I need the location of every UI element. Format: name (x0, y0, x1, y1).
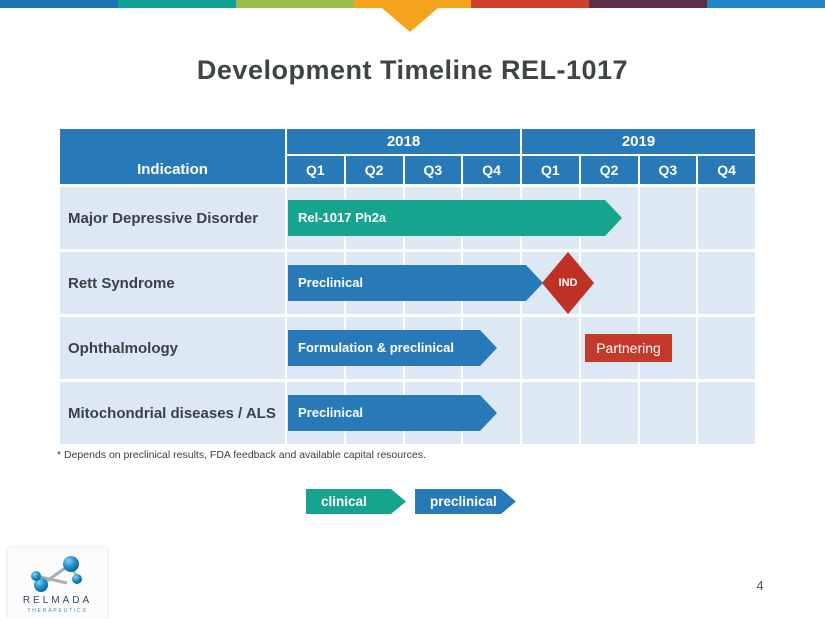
indication-column-header: Indication (60, 129, 285, 184)
grid-cell (522, 252, 579, 314)
quarter-header-2018-q1: Q1 (287, 156, 344, 184)
grid-cell (522, 317, 579, 379)
triangle-down-icon (382, 8, 438, 32)
grid-cell (404, 187, 462, 249)
timeline-table-body: Major Depressive Disorder Rett Syndrome … (60, 187, 755, 444)
legend-clinical-arrow: clinical (306, 489, 406, 514)
grid-cell (463, 252, 520, 314)
grid-cell (698, 317, 755, 379)
grid-cell (639, 187, 697, 249)
grid-cell (522, 187, 579, 249)
grid-cell (639, 317, 697, 379)
grid-cell (698, 252, 755, 314)
grid-cell (580, 382, 638, 444)
grid-cell (287, 252, 344, 314)
page-number: 4 (756, 578, 764, 593)
top-bar-segment-lightblue (707, 0, 825, 8)
timeline-table-header: Indication 2018 2019 Q1 Q2 Q3 Q4 Q1 Q2 Q… (60, 129, 755, 184)
top-bar-segment-green (235, 0, 354, 8)
quarter-header-2019-q4: Q4 (698, 156, 755, 184)
grid-cell (463, 187, 520, 249)
quarter-header-2019-q1: Q1 (522, 156, 579, 184)
grid-cell (404, 317, 462, 379)
grid-cell (345, 382, 403, 444)
quarter-header-2018-q2: Q2 (345, 156, 403, 184)
grid-cell (580, 187, 638, 249)
top-color-bar (0, 0, 825, 8)
quarter-header-2019-q3: Q3 (639, 156, 697, 184)
grid-cell (522, 382, 579, 444)
grid-cell (639, 252, 697, 314)
top-bar-segment-orange (353, 0, 472, 8)
quarter-header-2019-q2: Q2 (580, 156, 638, 184)
row-label-ophthalmology: Ophthalmology (60, 317, 285, 379)
row-label-mitochondrial-als: Mitochondrial diseases / ALS (60, 382, 285, 444)
grid-cell (287, 187, 344, 249)
logo-name: RELMADA (22, 595, 93, 606)
legend-preclinical-arrow: preclinical (415, 489, 516, 514)
top-bar-segment-red (471, 0, 590, 8)
grid-cell (580, 252, 638, 314)
year-header-2018: 2018 (287, 129, 520, 154)
page-title: Development Timeline REL-1017 (196, 55, 629, 85)
grid-cell (287, 382, 344, 444)
quarter-header-2018-q4: Q4 (463, 156, 520, 184)
grid-cell (639, 382, 697, 444)
logo-subname: THERAPEUTICS (27, 608, 88, 614)
grid-cell (698, 187, 755, 249)
row-label-major-depressive-disorder: Major Depressive Disorder (60, 187, 285, 249)
grid-cell (345, 252, 403, 314)
quarter-header-2018-q3: Q3 (404, 156, 462, 184)
grid-cell (463, 317, 520, 379)
footnote: * Depends on preclinical results, FDA fe… (57, 449, 426, 461)
molecule-icon (30, 556, 82, 592)
grid-cell (404, 382, 462, 444)
row-label-rett-syndrome: Rett Syndrome (60, 252, 285, 314)
grid-cell (580, 317, 638, 379)
grid-cell (463, 382, 520, 444)
top-bar-segment-blue (0, 0, 118, 8)
grid-cell (404, 252, 462, 314)
grid-cell (345, 187, 403, 249)
grid-cell (287, 317, 344, 379)
year-header-2019: 2019 (522, 129, 755, 154)
grid-cell (345, 317, 403, 379)
grid-cell (698, 382, 755, 444)
relmada-logo: RELMADA THERAPEUTICS (8, 548, 107, 619)
top-bar-segment-maroon (589, 0, 708, 8)
top-bar-segment-teal (117, 0, 236, 8)
timeline-table: Indication 2018 2019 Q1 Q2 Q3 Q4 Q1 Q2 Q… (60, 129, 755, 445)
